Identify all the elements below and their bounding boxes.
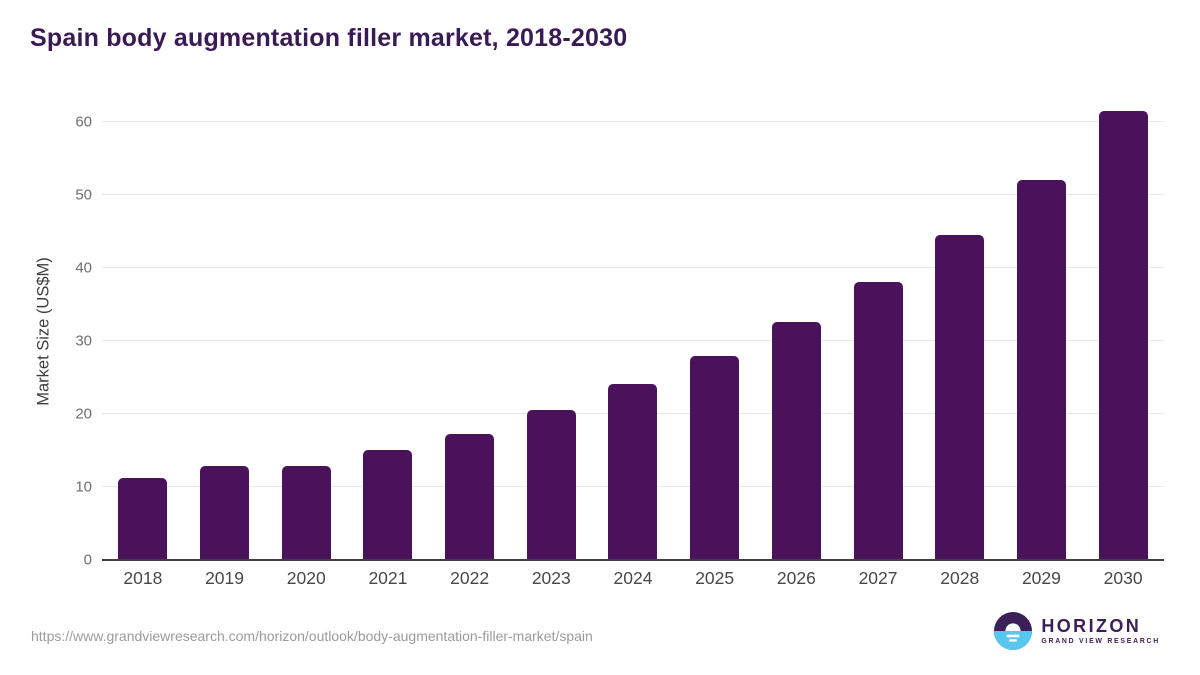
x-axis-label-2018: 2018 — [123, 568, 163, 588]
bar-column-2027 — [837, 100, 919, 560]
horizon-logo: HORIZON GRAND VIEW RESEARCH — [994, 612, 1160, 650]
y-tick-labels: 0 10 20 30 40 50 60 — [40, 100, 92, 568]
bars-container — [102, 100, 1164, 560]
plot-area — [102, 100, 1164, 561]
bar-column-2018 — [102, 100, 184, 560]
y-tick-label-50: 50 — [75, 186, 92, 204]
x-axis-label-2020: 2020 — [286, 568, 326, 588]
bar-column-2020 — [265, 100, 347, 560]
y-tick-label-60: 60 — [75, 113, 92, 131]
bar-column-2022 — [429, 100, 511, 560]
bar-column-2019 — [184, 100, 266, 560]
x-axis-label-2022: 2022 — [450, 568, 490, 588]
bar-2029 — [1016, 179, 1066, 560]
y-tick-label-40: 40 — [75, 259, 92, 277]
bar-2023 — [526, 410, 576, 560]
x-axis-line — [102, 559, 1164, 561]
x-axis-labels: 2018 2019 2020 2021 2022 2023 2024 2025 2026 2027… — [102, 568, 1164, 589]
bar-2021 — [363, 449, 413, 560]
x-axis-label-2019: 2019 — [205, 568, 244, 588]
bar-2020 — [281, 465, 331, 560]
y-tick-label-30: 30 — [75, 332, 92, 350]
source-url: https://www.grandviewresearch.com/horizo… — [31, 628, 593, 644]
bar-2026 — [771, 321, 821, 560]
y-tick-label-10: 10 — [75, 478, 92, 496]
bar-column-2026 — [756, 100, 838, 560]
gridline-50 — [102, 193, 1164, 195]
bar-column-2024 — [592, 100, 674, 560]
bar-2018 — [118, 478, 168, 560]
x-axis-label-2028: 2028 — [940, 568, 980, 588]
bar-2028 — [935, 235, 985, 560]
logo-wordmark: HORIZON — [1041, 616, 1142, 637]
bar-2024 — [608, 384, 658, 560]
x-axis-label-2023: 2023 — [531, 568, 571, 588]
y-tick-label-20: 20 — [75, 405, 92, 423]
x-axis-label-2021: 2021 — [368, 568, 408, 588]
x-axis-label-2026: 2026 — [776, 568, 816, 588]
y-tick-label-0: 0 — [83, 551, 92, 569]
gridline-60 — [102, 120, 1164, 122]
bar-column-2023 — [510, 100, 592, 560]
bar-2022 — [445, 433, 495, 560]
bar-column-2025 — [674, 100, 756, 560]
x-axis-label-2025: 2025 — [695, 568, 735, 588]
horizon-logo-icon — [994, 612, 1033, 650]
logo-subtitle: GRAND VIEW RESEARCH — [1041, 637, 1160, 645]
logo-text: HORIZON GRAND VIEW RESEARCH — [1041, 617, 1160, 645]
gridline-40 — [102, 266, 1164, 268]
x-axis-label-2024: 2024 — [613, 568, 653, 588]
bar-2027 — [853, 281, 903, 560]
bar-column-2030 — [1082, 100, 1164, 560]
chart-title: Spain body augmentation filler market, 2… — [30, 24, 628, 52]
bar-2030 — [1098, 110, 1148, 560]
bar-column-2021 — [347, 100, 429, 560]
bar-column-2028 — [919, 100, 1001, 560]
bar-2025 — [690, 355, 740, 560]
x-axis-label-2027: 2027 — [858, 568, 898, 588]
gridline-30 — [102, 339, 1164, 341]
bar-column-2029 — [1001, 100, 1083, 560]
x-axis-label-2029: 2029 — [1021, 568, 1061, 588]
bar-2019 — [200, 465, 250, 560]
x-axis-label-2030: 2030 — [1103, 568, 1143, 588]
